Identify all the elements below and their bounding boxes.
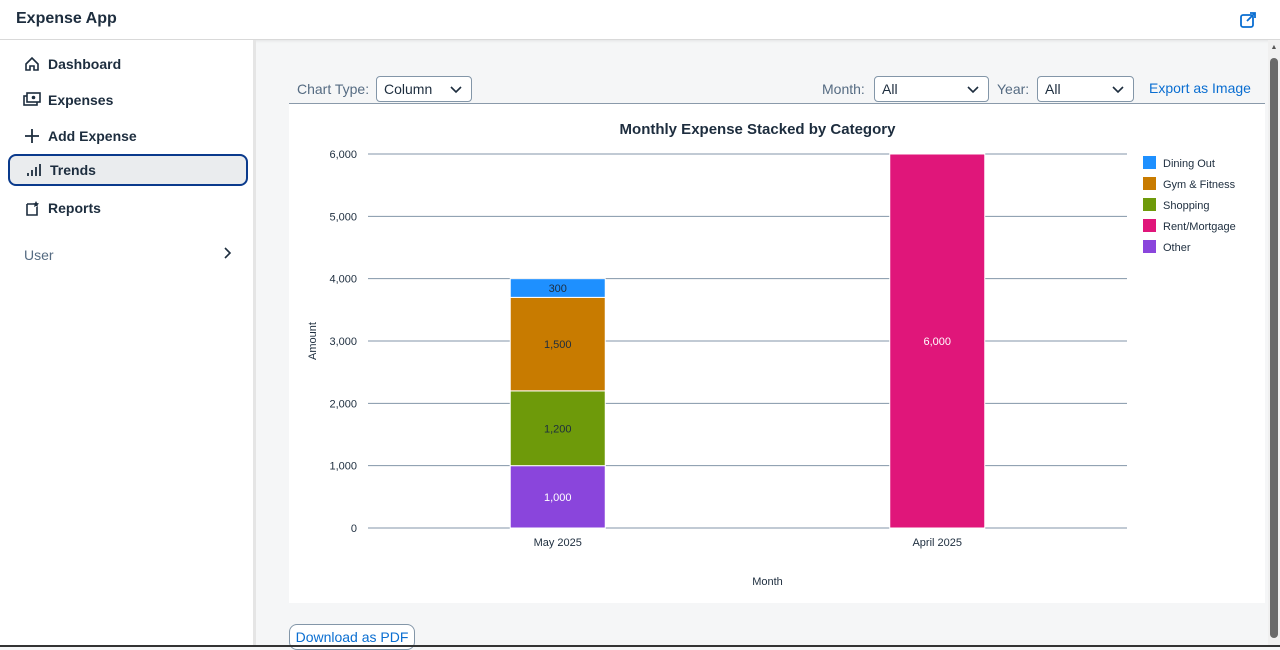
- month-value: All: [882, 81, 898, 97]
- legend-label: Shopping: [1163, 200, 1210, 212]
- month-label: Month:: [822, 81, 865, 97]
- x-tick-label: May 2025: [534, 537, 582, 549]
- sidebar-item-dashboard[interactable]: Dashboard: [8, 48, 248, 80]
- x-axis-label: Month: [752, 576, 783, 588]
- sidebar-item-user[interactable]: User: [24, 246, 232, 264]
- month-select[interactable]: All: [874, 76, 989, 102]
- chevron-down-icon: [966, 82, 980, 96]
- export-image-link[interactable]: Export as Image: [1149, 80, 1251, 96]
- x-tick-label: April 2025: [912, 537, 962, 549]
- scroll-up-icon[interactable]: ▲: [1270, 44, 1278, 51]
- bar-segment: [509, 390, 606, 467]
- scroll-thumb[interactable]: [1270, 58, 1278, 638]
- data-label: 1,000: [544, 492, 572, 504]
- y-tick-label: 3,000: [329, 336, 357, 348]
- data-label: 1,500: [544, 339, 572, 351]
- y-tick-label: 5,000: [329, 211, 357, 223]
- chart-toolbar: Chart Type: Column Month: All Year: All …: [289, 72, 1265, 104]
- bottom-border: [0, 645, 1280, 647]
- chart-panel: Monthly Expense Stacked by Category 0 1,00…: [289, 104, 1265, 603]
- year-value: All: [1045, 81, 1061, 97]
- data-label: 1,200: [544, 423, 572, 435]
- bar-chart-icon: [24, 160, 44, 180]
- y-tick-label: 4,000: [329, 274, 357, 286]
- year-select[interactable]: All: [1037, 76, 1134, 102]
- bar-segment: [889, 153, 986, 529]
- y-tick-label: 6,000: [329, 149, 357, 161]
- legend-label: Other: [1163, 242, 1191, 254]
- add-icon: [22, 126, 42, 146]
- legend-swatch: [1143, 156, 1156, 169]
- app-title: Expense App: [16, 10, 117, 27]
- bar-segment: [509, 296, 606, 392]
- sidebar-item-add-expense[interactable]: Add Expense: [8, 120, 248, 152]
- money-bills-icon: [22, 90, 42, 110]
- sidebar-item-trends[interactable]: Trends: [8, 154, 248, 186]
- external-link-icon[interactable]: [1238, 10, 1258, 30]
- y-tick-label: 2,000: [329, 398, 357, 410]
- legend-swatch: [1143, 198, 1156, 211]
- y-tick-label: 0: [351, 523, 357, 535]
- scrollbar[interactable]: ▲: [1268, 40, 1280, 647]
- chevron-down-icon: [1111, 82, 1125, 96]
- legend-label: Dining Out: [1163, 158, 1215, 170]
- legend-swatch: [1143, 240, 1156, 253]
- chevron-right-icon: [222, 246, 232, 264]
- legend-label: Rent/Mortgage: [1163, 221, 1236, 233]
- sidebar-item-expenses[interactable]: Expenses: [8, 84, 248, 116]
- sidebar-item-label: Add Expense: [48, 128, 137, 144]
- sidebar-item-label: Reports: [48, 200, 101, 216]
- sidebar-item-label: Trends: [50, 162, 96, 178]
- sidebar-item-label: Expenses: [48, 92, 114, 108]
- stacked-column-chart: Monthly Expense Stacked by Category 0 1,00…: [307, 121, 1236, 588]
- sidebar: Dashboard Expenses Add Expense Trends Re…: [0, 40, 256, 647]
- app-header: Expense App: [0, 0, 1280, 40]
- report-icon: [22, 198, 42, 218]
- chart-type-value: Column: [384, 81, 433, 97]
- user-label: User: [24, 247, 54, 263]
- year-label: Year:: [997, 81, 1030, 97]
- sidebar-item-reports[interactable]: Reports: [8, 192, 248, 224]
- legend-swatch: [1143, 177, 1156, 190]
- legend-swatch: [1143, 219, 1156, 232]
- data-label: 300: [549, 283, 567, 295]
- chevron-down-icon: [449, 82, 463, 96]
- chart-title: Monthly Expense Stacked by Category: [620, 121, 897, 138]
- chart-type-select[interactable]: Column: [376, 76, 472, 102]
- bar-segment: [509, 465, 606, 529]
- home-icon: [22, 54, 42, 74]
- y-tick-label: 1,000: [329, 461, 357, 473]
- data-label: 6,000: [923, 336, 951, 348]
- chart-type-label: Chart Type:: [297, 81, 370, 97]
- legend-label: Gym & Fitness: [1163, 179, 1236, 191]
- bar-segment: [509, 278, 606, 298]
- sidebar-item-label: Dashboard: [48, 56, 122, 72]
- y-axis-label: Amount: [307, 322, 319, 360]
